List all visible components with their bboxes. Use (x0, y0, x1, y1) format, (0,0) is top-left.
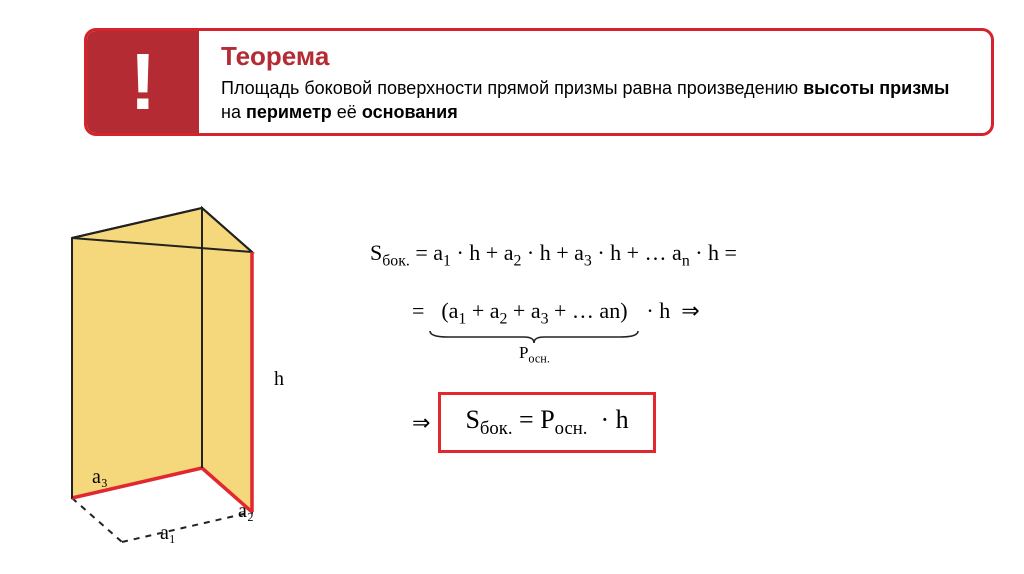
formula-row2: = (a1 + a2 + a3 + … an) Pосн. · h ⇒ (412, 298, 990, 366)
theorem-text-mid: на (221, 102, 246, 122)
formula-result-box: Sбок. = Pосн. · h (438, 392, 655, 453)
label-a3: a₃ (92, 466, 108, 489)
arrow-icon: ⇒ (412, 410, 430, 436)
theorem-bold1: высоты призмы (803, 78, 949, 98)
theorem-bold3: основания (362, 102, 458, 122)
theorem-title: Теорема (221, 41, 969, 72)
formula-row2-post: · h ⇒ (646, 298, 699, 324)
label-a2: a₂ (238, 500, 254, 523)
formula-row2-pre: = (412, 298, 424, 324)
theorem-text: Площадь боковой поверхности прямой призм… (221, 76, 969, 125)
label-a1: a₁ (160, 522, 176, 545)
theorem-text-mid2: её (332, 102, 362, 122)
brace-label: Pосн. (519, 343, 550, 366)
theorem-callout: ! Теорема Площадь боковой поверхности пр… (84, 28, 994, 136)
exclamation-icon: ! (87, 31, 199, 133)
formula-row2-group: (a1 + a2 + a3 + … an) (441, 298, 627, 328)
formula-area: Sбок. = a1 · h + a2 · h + a3 · h + … an … (370, 240, 990, 453)
prism-svg (52, 190, 332, 550)
formula-row1: Sбок. = a1 · h + a2 · h + a3 · h + … an … (370, 240, 990, 270)
prism-diagram: h a₃ a₂ a₁ (52, 190, 332, 550)
brace-group: (a1 + a2 + a3 + … an) Pосн. (428, 298, 640, 366)
theorem-bold2: периметр (246, 102, 332, 122)
label-h: h (274, 368, 284, 391)
theorem-text-pre: Площадь боковой поверхности прямой призм… (221, 78, 803, 98)
formula-row3: ⇒ Sбок. = Pосн. · h (412, 392, 990, 453)
theorem-content: Теорема Площадь боковой поверхности прям… (199, 31, 991, 133)
